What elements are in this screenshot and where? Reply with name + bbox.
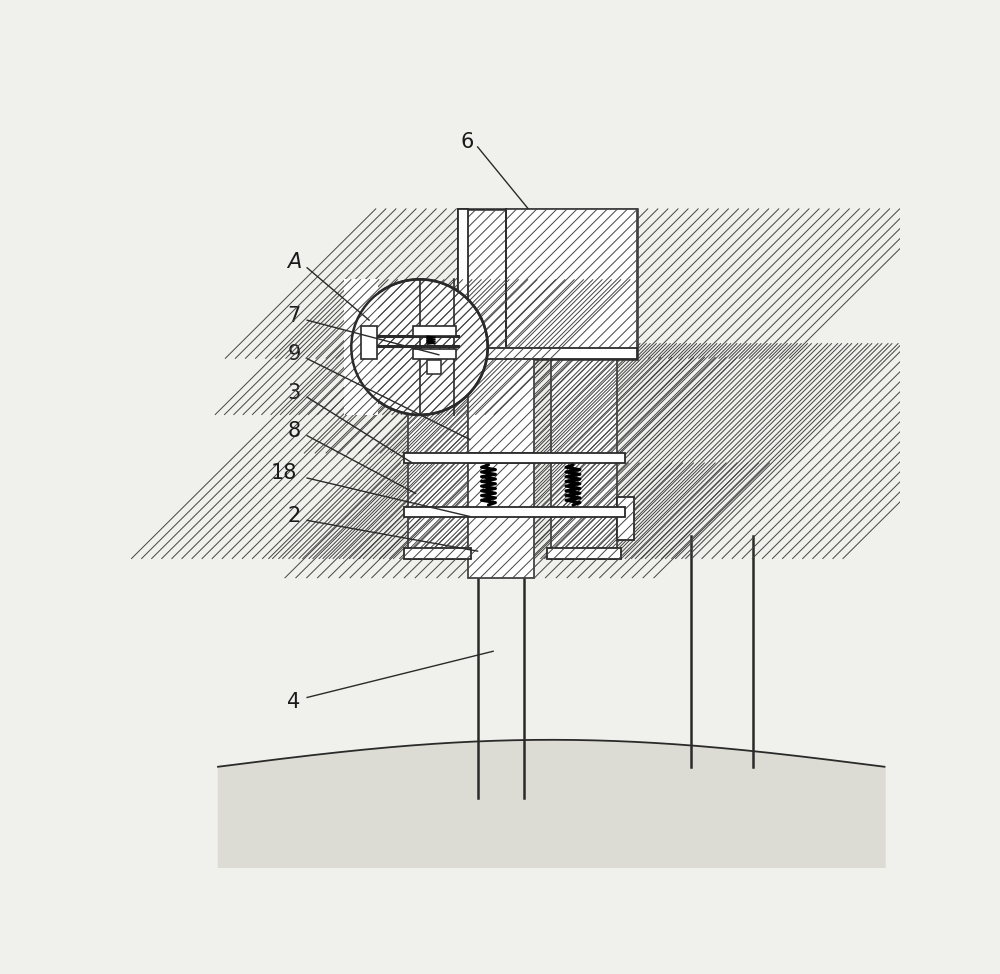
Text: 8: 8 [287,421,301,441]
Bar [413,325,456,336]
Bar [468,357,534,453]
Text: 7: 7 [287,306,301,325]
Bar [413,350,456,358]
Bar [458,208,637,358]
Text: 6: 6 [461,131,474,152]
Circle shape [351,280,488,415]
Text: 18: 18 [271,464,297,483]
Bar [404,507,625,516]
Text: 3: 3 [287,383,301,402]
Text: 4: 4 [287,693,301,712]
Bar [617,498,634,540]
Text: A: A [287,252,301,273]
Bar [427,360,441,374]
Bar [506,208,637,358]
Bar [408,343,468,559]
Bar [468,463,534,579]
Bar [404,548,471,559]
Bar [344,280,378,415]
Bar [458,348,637,358]
Bar [361,326,377,358]
Bar [547,548,621,559]
Text: 9: 9 [287,344,301,364]
Bar [458,208,468,358]
Bar [404,343,471,354]
Bar [404,453,625,463]
Bar [551,343,617,559]
Text: 2: 2 [287,506,301,526]
Bar [416,280,499,415]
